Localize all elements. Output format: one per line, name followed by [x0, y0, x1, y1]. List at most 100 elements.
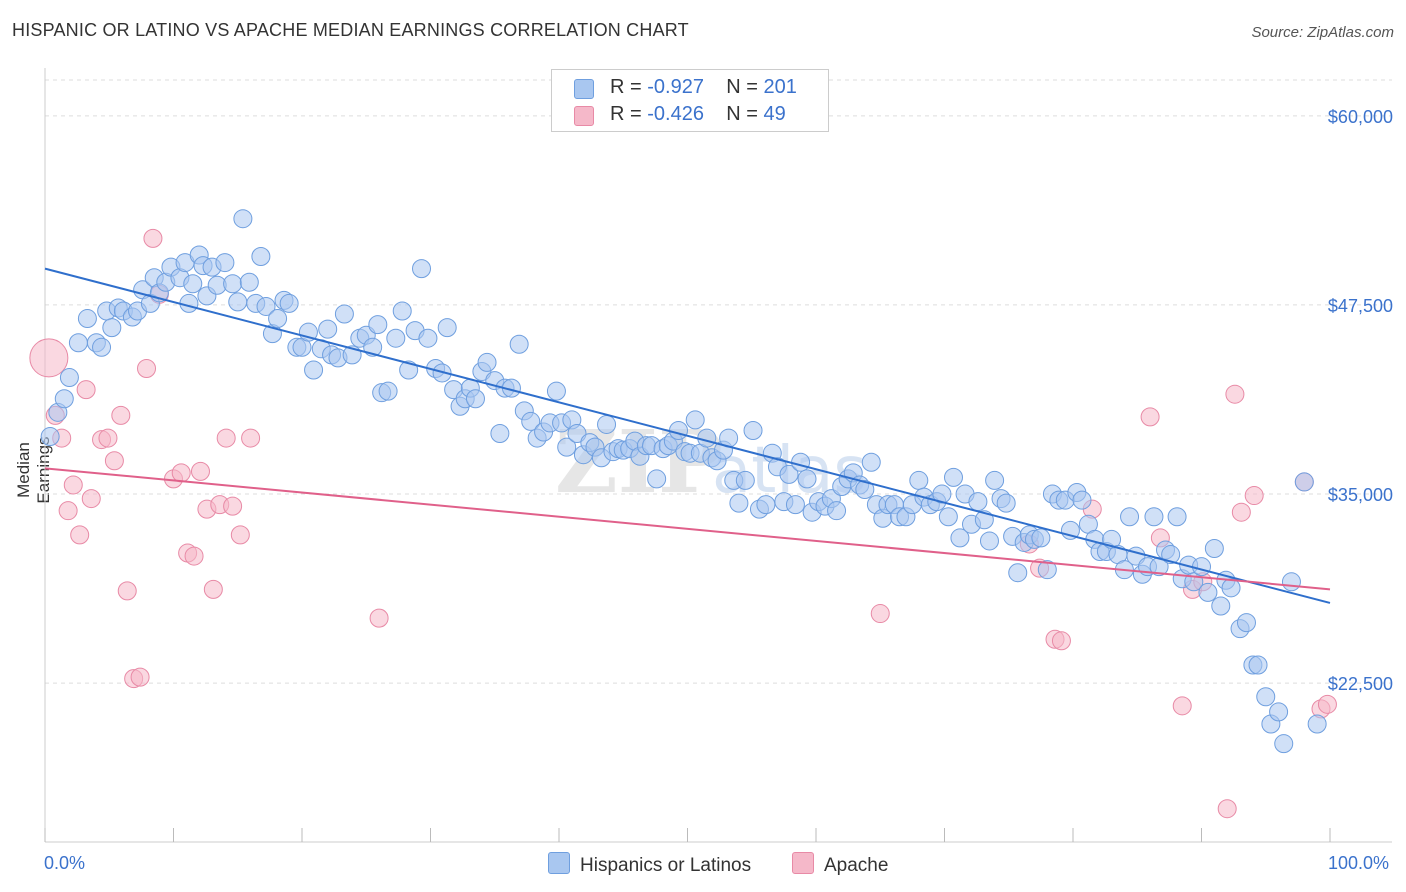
hispanic-point: [597, 414, 617, 434]
apache-point: [1225, 384, 1245, 404]
hispanic-point: [1294, 472, 1314, 492]
hispanic-point: [279, 293, 299, 313]
legend-n-label: N =: [726, 76, 764, 98]
hispanic-points: [40, 209, 1327, 754]
hispanic-point: [785, 495, 805, 515]
apache-point: [81, 489, 101, 509]
hispanic-point: [985, 470, 1005, 490]
hispanic-point: [1221, 578, 1241, 598]
hispanic-point: [855, 480, 875, 500]
apache-point: [76, 380, 96, 400]
hispanic-point: [102, 318, 122, 338]
apache-point: [241, 428, 261, 448]
hispanic-point: [797, 469, 817, 489]
hispanic-point: [239, 272, 259, 292]
apache-point: [1244, 486, 1264, 506]
apache-point: [223, 496, 243, 516]
apache-point: [184, 546, 204, 566]
correlation-legend: R = -0.927 N = 201 R = -0.426 N = 49: [551, 69, 829, 132]
y-tick-label: $47,500: [1328, 296, 1393, 316]
bottom-legend-apache: Apache: [792, 852, 888, 877]
trend-lines: [44, 267, 1331, 604]
hispanic-point: [268, 309, 288, 329]
hispanic-point: [1037, 560, 1057, 580]
hispanic-point: [183, 274, 203, 294]
hispanic-point: [1072, 490, 1092, 510]
apache-point: [1140, 407, 1160, 427]
hispanic-point: [1236, 613, 1256, 633]
hispanic-point: [399, 360, 419, 380]
hispanic-point: [1211, 596, 1231, 616]
hispanic-point: [368, 315, 388, 335]
hispanic-point: [432, 363, 452, 383]
apache-point: [870, 604, 890, 624]
hispanic-point: [490, 424, 510, 444]
apache-point: [1231, 502, 1251, 522]
hispanic-point: [968, 492, 988, 512]
apache-point: [111, 405, 131, 425]
apache-point: [58, 501, 78, 521]
hispanic-point: [378, 381, 398, 401]
apache-point: [190, 461, 210, 481]
hispanic-point: [418, 328, 438, 348]
apache-point: [143, 228, 163, 248]
bottom-legend-label-hispanic: Hispanics or Latinos: [580, 855, 752, 876]
hispanic-point: [412, 259, 432, 279]
y-tick-label: $35,000: [1328, 485, 1393, 505]
hispanic-point: [1161, 545, 1181, 565]
hispanic-point: [1008, 563, 1028, 583]
hispanic-trend-line: [44, 267, 1331, 604]
hispanic-point: [791, 452, 811, 472]
hispanic-point: [938, 507, 958, 527]
hispanic-point: [477, 352, 497, 372]
apache-point: [70, 525, 90, 545]
hispanic-point: [59, 368, 79, 388]
legend-r-value: -0.426: [647, 103, 704, 125]
apache-point: [1172, 696, 1192, 716]
hispanic-point: [943, 467, 963, 487]
hispanic-point: [697, 428, 717, 448]
hispanic-point: [1031, 528, 1051, 548]
bottom-legend-label-apache: Apache: [824, 855, 889, 876]
hispanic-point: [1307, 714, 1327, 734]
hispanic-point: [521, 411, 541, 431]
apache-point: [1051, 631, 1071, 651]
x-tick-label-max: 100.0%: [1328, 853, 1390, 873]
bottom-legend-hispanic: Hispanics or Latinos: [548, 852, 751, 877]
y-tick-labels: $22,500 $35,000 $47,500 $60,000: [1328, 107, 1393, 694]
apache-point: [1217, 799, 1237, 819]
apache-point: [98, 428, 118, 448]
hispanic-point: [509, 334, 529, 354]
hispanic-point: [996, 493, 1016, 513]
hispanic-point: [68, 333, 88, 353]
hispanic-point: [318, 319, 338, 339]
hispanic-point: [215, 253, 235, 273]
legend-swatch-hispanic: [574, 79, 594, 99]
hispanic-point: [932, 484, 952, 504]
apache-point: [171, 463, 191, 483]
source-credit: Source: ZipAtlas.com: [1251, 24, 1394, 41]
apache-point: [29, 338, 69, 378]
hispanic-point: [54, 389, 74, 409]
hispanic-point: [92, 337, 112, 357]
hispanic-point: [334, 304, 354, 324]
hispanic-point: [392, 301, 412, 321]
hispanic-point: [1269, 702, 1289, 722]
apache-point: [137, 358, 157, 378]
hispanic-point: [223, 274, 243, 294]
hispanic-point: [950, 528, 970, 548]
apache-point: [130, 667, 150, 687]
legend-r-label: R =: [610, 103, 648, 125]
hispanic-point: [1192, 557, 1211, 577]
apache-point: [369, 608, 389, 628]
hispanic-point: [1274, 734, 1294, 754]
legend-r-value: -0.927: [647, 76, 704, 98]
apache-point: [117, 581, 137, 601]
hispanic-point: [647, 469, 667, 489]
hispanic-point: [861, 452, 881, 472]
hispanic-point: [228, 292, 248, 312]
apache-points: [29, 228, 1337, 819]
hispanic-point: [743, 420, 763, 440]
apache-point: [63, 475, 83, 495]
hispanic-point: [1144, 507, 1164, 527]
